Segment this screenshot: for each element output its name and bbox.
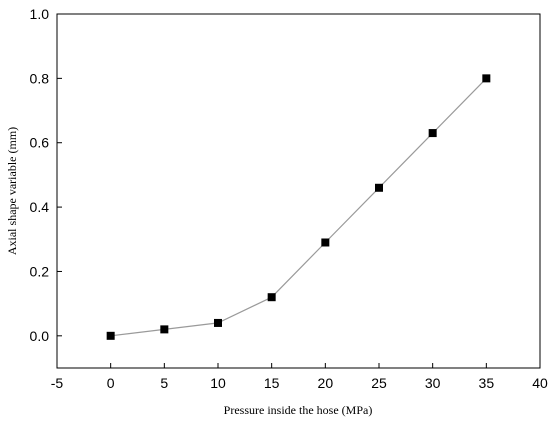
data-point bbox=[482, 74, 491, 83]
x-axis-ticks: -5 0 5 10 15 20 25 30 35 40 bbox=[51, 363, 548, 391]
y-tick-label: 0.2 bbox=[30, 263, 50, 279]
x-tick-label: 0 bbox=[107, 375, 115, 391]
x-tick-label: 20 bbox=[318, 375, 334, 391]
data-point bbox=[321, 238, 330, 247]
x-tick-label: 30 bbox=[425, 375, 441, 391]
y-axis-title: Axial shape variable (mm) bbox=[5, 127, 19, 255]
y-tick-label: 1.0 bbox=[30, 6, 50, 22]
y-axis-ticks: 0.0 0.2 0.4 0.6 0.8 1.0 bbox=[30, 6, 62, 344]
x-tick-label: -5 bbox=[51, 375, 64, 391]
x-tick-label: 35 bbox=[479, 375, 495, 391]
x-tick-label: 25 bbox=[371, 375, 387, 391]
y-tick-label: 0.0 bbox=[30, 328, 50, 344]
x-tick-label: 15 bbox=[264, 375, 280, 391]
data-point bbox=[214, 318, 222, 327]
x-tick-label: 40 bbox=[532, 375, 548, 391]
data-point bbox=[160, 325, 169, 334]
x-tick-label: 10 bbox=[210, 375, 226, 391]
x-tick-label: 5 bbox=[160, 375, 168, 391]
y-tick-label: 0.6 bbox=[30, 135, 50, 151]
x-axis-title: Pressure inside the hose (MPa) bbox=[224, 403, 373, 417]
data-point bbox=[267, 293, 276, 302]
plot-frame bbox=[56, 13, 541, 369]
y-tick-label: 0.8 bbox=[30, 70, 50, 86]
data-point bbox=[106, 331, 115, 340]
data-points bbox=[106, 74, 491, 340]
data-point bbox=[428, 129, 437, 138]
series-lines bbox=[110, 77, 487, 337]
data-point bbox=[375, 183, 383, 192]
y-tick-label: 0.4 bbox=[30, 199, 50, 215]
series-line bbox=[110, 77, 487, 337]
